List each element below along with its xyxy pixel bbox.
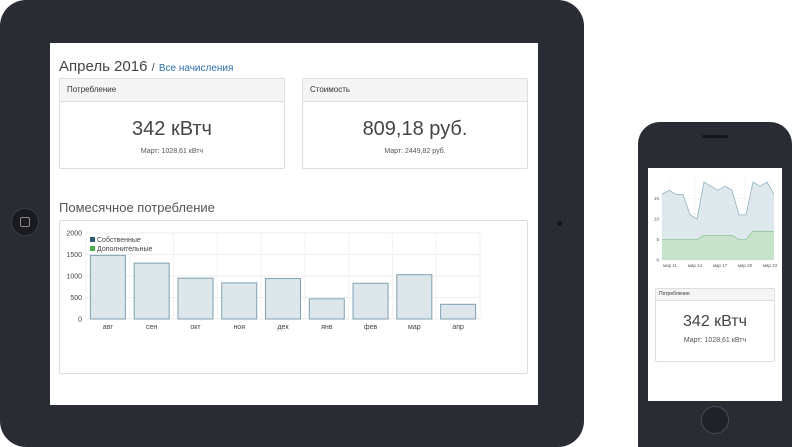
cost-previous: Март: 2449,82 руб. bbox=[384, 148, 446, 155]
cost-card: Стоимость 809,18 руб. Март: 2449,82 руб. bbox=[302, 78, 528, 169]
phone-consumption-card: Потребление 342 кВтч Март: 1028,61 кВтч bbox=[655, 288, 775, 362]
monthly-chart-panel: 0 500 1000 1500 2000 авг сен окт ноя дек янв фев мар… bbox=[59, 220, 528, 374]
y-tick-label: 5 bbox=[656, 237, 659, 242]
phone-consumption-card-header: Потребление bbox=[656, 289, 774, 301]
tablet-screen: Апрель 2016 / Все начисления Потребление… bbox=[50, 43, 538, 405]
y-tick-label: 0 bbox=[656, 258, 659, 263]
y-tick-label: 10 bbox=[654, 217, 660, 222]
consumption-card: Потребление 342 кВтч Март: 1028,61 кВтч bbox=[59, 78, 285, 169]
x-tick-label: мар bbox=[408, 324, 421, 331]
legend-extra-label: Дополнительные bbox=[97, 246, 153, 253]
bar-фев bbox=[352, 282, 389, 320]
series-bottom-line bbox=[662, 230, 774, 240]
x-tick-label: мар 14 bbox=[688, 263, 703, 268]
x-tick-label: ноя bbox=[233, 324, 245, 331]
legend-extra-swatch bbox=[90, 246, 95, 251]
x-tick-label: апр bbox=[452, 324, 464, 331]
x-tick-label: мар 20 bbox=[738, 263, 753, 268]
bar-сен bbox=[133, 262, 170, 320]
cost-card-header: Стоимость bbox=[303, 79, 527, 102]
legend-own-label: Собственные bbox=[97, 236, 141, 244]
x-tick-label: авг bbox=[103, 324, 114, 331]
phone-consumption-previous: Март: 1028,61 кВтч bbox=[683, 337, 747, 344]
consumption-card-header: Потребление bbox=[60, 79, 284, 102]
x-tick-label: мар 23 bbox=[763, 263, 778, 268]
y-tick-label: 2000 bbox=[66, 231, 82, 238]
monthly-consumption-title: Помесячное потребление bbox=[59, 200, 215, 215]
phone-device: 0 5 10 15 мар 11 мар 14 мар 17 мар 20 мар 23 Пот… bbox=[638, 122, 792, 447]
title-separator: / bbox=[151, 62, 155, 74]
x-tick-label: мар 17 bbox=[713, 263, 728, 268]
tablet-home-button[interactable] bbox=[11, 208, 39, 236]
y-tick-label: 0 bbox=[78, 317, 82, 324]
consumption-value: 342 кВтч bbox=[132, 118, 212, 140]
bar-янв bbox=[308, 298, 345, 320]
x-tick-label: сен bbox=[146, 324, 157, 331]
phone-consumption-value: 342 кВтч bbox=[683, 313, 747, 330]
phone-home-button[interactable] bbox=[701, 406, 729, 434]
series-bottom-fill bbox=[662, 231, 774, 260]
series-top-line bbox=[661, 181, 775, 220]
bar-дек bbox=[264, 278, 302, 320]
x-tick-label: янв bbox=[321, 324, 333, 331]
phone-speaker bbox=[702, 135, 728, 138]
tablet-camera bbox=[557, 221, 562, 226]
legend-own-swatch bbox=[90, 237, 95, 242]
phone-screen: 0 5 10 15 мар 11 мар 14 мар 17 мар 20 мар 23 Пот… bbox=[648, 168, 782, 401]
page-title: Апрель 2016 / Все начисления bbox=[59, 58, 233, 75]
cost-value: 809,18 руб. bbox=[362, 118, 468, 140]
y-tick-label: 500 bbox=[70, 295, 82, 302]
bar-апр bbox=[440, 303, 477, 320]
x-tick-label: фев bbox=[364, 324, 378, 331]
daily-area-chart: 0 5 10 15 мар 11 мар 14 мар 17 мар 20 мар 23 bbox=[654, 178, 778, 268]
bar-мар bbox=[396, 274, 433, 320]
all-charges-link[interactable]: Все начисления bbox=[158, 63, 234, 74]
home-square-icon bbox=[20, 217, 30, 227]
y-tick-label: 1500 bbox=[66, 252, 82, 259]
monthly-bar-chart: 0 500 1000 1500 2000 авг сен окт ноя дек янв фев мар… bbox=[66, 231, 481, 331]
x-tick-label: дек bbox=[277, 324, 289, 331]
y-tick-label: 15 bbox=[654, 196, 660, 201]
bar-окт bbox=[177, 277, 214, 320]
x-tick-label: окт bbox=[190, 324, 201, 331]
page-title-text: Апрель 2016 bbox=[59, 58, 148, 75]
tablet-device: Апрель 2016 / Все начисления Потребление… bbox=[0, 0, 584, 447]
y-tick-label: 1000 bbox=[66, 274, 82, 281]
bar-авг bbox=[89, 254, 126, 320]
x-tick-label: мар 11 bbox=[663, 263, 678, 268]
consumption-previous: Март: 1028,61 кВтч bbox=[140, 148, 204, 155]
bar-ноя bbox=[221, 282, 258, 320]
